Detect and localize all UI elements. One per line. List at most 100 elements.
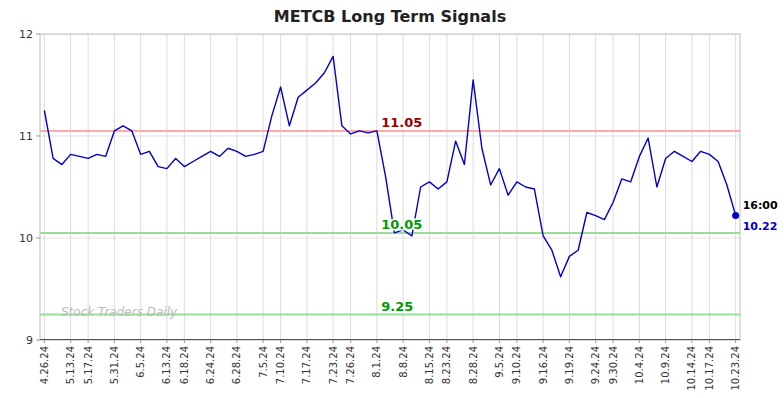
x-tick-label: 9.5.24 (494, 346, 505, 378)
x-grid-line (499, 34, 500, 340)
x-tick-label: 9.19.24 (564, 346, 575, 384)
x-tick (516, 340, 517, 343)
x-grid-line (446, 34, 447, 340)
y-tick-label: 12 (19, 28, 33, 41)
x-tick-label: 8.28.24 (468, 346, 479, 384)
y-tick (36, 238, 40, 239)
y-grid-line (40, 238, 740, 239)
reference-label: 11.05 (381, 115, 422, 130)
x-grid-line (44, 34, 45, 340)
x-tick (569, 340, 570, 343)
x-tick-label: 10.14.24 (686, 346, 697, 391)
x-tick (595, 340, 596, 343)
x-grid-line (403, 34, 404, 340)
y-tick (36, 340, 40, 341)
x-tick (543, 340, 544, 343)
plot-frame (40, 34, 740, 340)
x-tick (263, 340, 264, 343)
x-tick-label: 7.10.24 (275, 346, 286, 384)
x-grid-line (665, 34, 666, 340)
x-tick (473, 340, 474, 343)
x-tick (350, 340, 351, 343)
x-tick (333, 340, 334, 343)
x-tick-label: 9.10.24 (511, 346, 522, 384)
x-tick (403, 340, 404, 343)
x-tick-label: 5.17.24 (83, 346, 94, 384)
x-tick-label: 7.26.24 (345, 346, 356, 384)
x-tick-label: 5.31.24 (109, 346, 120, 384)
x-tick (184, 340, 185, 343)
x-tick-label: 9.24.24 (590, 346, 601, 384)
y-tick-label: 10 (19, 232, 33, 245)
x-tick (709, 340, 710, 343)
x-tick (446, 340, 447, 343)
x-grid-line (140, 34, 141, 340)
y-tick-label: 11 (19, 130, 33, 143)
x-grid-line (376, 34, 377, 340)
x-tick-label: 7.17.24 (301, 346, 312, 384)
background (0, 0, 784, 398)
x-tick (306, 340, 307, 343)
x-tick (114, 340, 115, 343)
x-tick-label: 6.18.24 (179, 346, 190, 384)
y-grid-line (40, 34, 740, 35)
x-tick (499, 340, 500, 343)
x-grid-line (595, 34, 596, 340)
x-tick (88, 340, 89, 343)
plot-area (40, 34, 740, 340)
x-grid-line (70, 34, 71, 340)
x-tick-label: 6.5.24 (135, 346, 146, 378)
x-tick-label: 5.13.24 (65, 346, 76, 384)
x-grid-line (263, 34, 264, 340)
x-grid-line (210, 34, 211, 340)
x-grid-line (184, 34, 185, 340)
x-tick (429, 340, 430, 343)
title: METCB Long Term Signals (274, 7, 506, 26)
x-grid-line (639, 34, 640, 340)
y-tick-label: 9 (26, 334, 33, 347)
x-tick-label: 10.17.24 (704, 346, 715, 391)
x-grid-line (333, 34, 334, 340)
x-tick (665, 340, 666, 343)
end-time-label: 16:00 (743, 199, 778, 212)
x-grid-line (166, 34, 167, 340)
x-grid-line (709, 34, 710, 340)
x-grid-line (691, 34, 692, 340)
x-grid-line (280, 34, 281, 340)
x-tick-label: 10.4.24 (634, 346, 645, 384)
x-tick (639, 340, 640, 343)
x-tick (70, 340, 71, 343)
x-tick-label: 6.28.24 (231, 346, 242, 384)
x-tick (613, 340, 614, 343)
x-tick (691, 340, 692, 343)
x-tick (735, 340, 736, 343)
x-tick-label: 6.13.24 (161, 346, 172, 384)
x-grid-line (516, 34, 517, 340)
end-dot (732, 212, 739, 219)
y-tick (36, 34, 40, 35)
y-grid-line (40, 136, 740, 137)
x-tick (210, 340, 211, 343)
x-tick-label: 8.15.24 (424, 346, 435, 384)
x-tick-label: 9.30.24 (608, 346, 619, 384)
reference-line (40, 232, 740, 234)
x-tick-label: 9.16.24 (538, 346, 549, 384)
x-grid-line (429, 34, 430, 340)
x-tick (44, 340, 45, 343)
end-value-label: 10.22 (743, 220, 778, 233)
x-grid-line (306, 34, 307, 340)
x-grid-line (236, 34, 237, 340)
x-grid-line (350, 34, 351, 340)
x-tick-label: 8.23.24 (441, 346, 452, 384)
price-line (44, 56, 735, 276)
x-tick (236, 340, 237, 343)
x-tick (140, 340, 141, 343)
x-tick-label: 7.23.24 (328, 346, 339, 384)
x-tick (280, 340, 281, 343)
reference-line (40, 339, 740, 340)
x-tick-label: 8.8.24 (398, 346, 409, 378)
x-tick-label: 7.5.24 (258, 346, 269, 378)
x-tick (376, 340, 377, 343)
chart: 91011124.26.245.13.245.17.245.31.246.5.2… (0, 0, 784, 398)
x-grid-line (543, 34, 544, 340)
